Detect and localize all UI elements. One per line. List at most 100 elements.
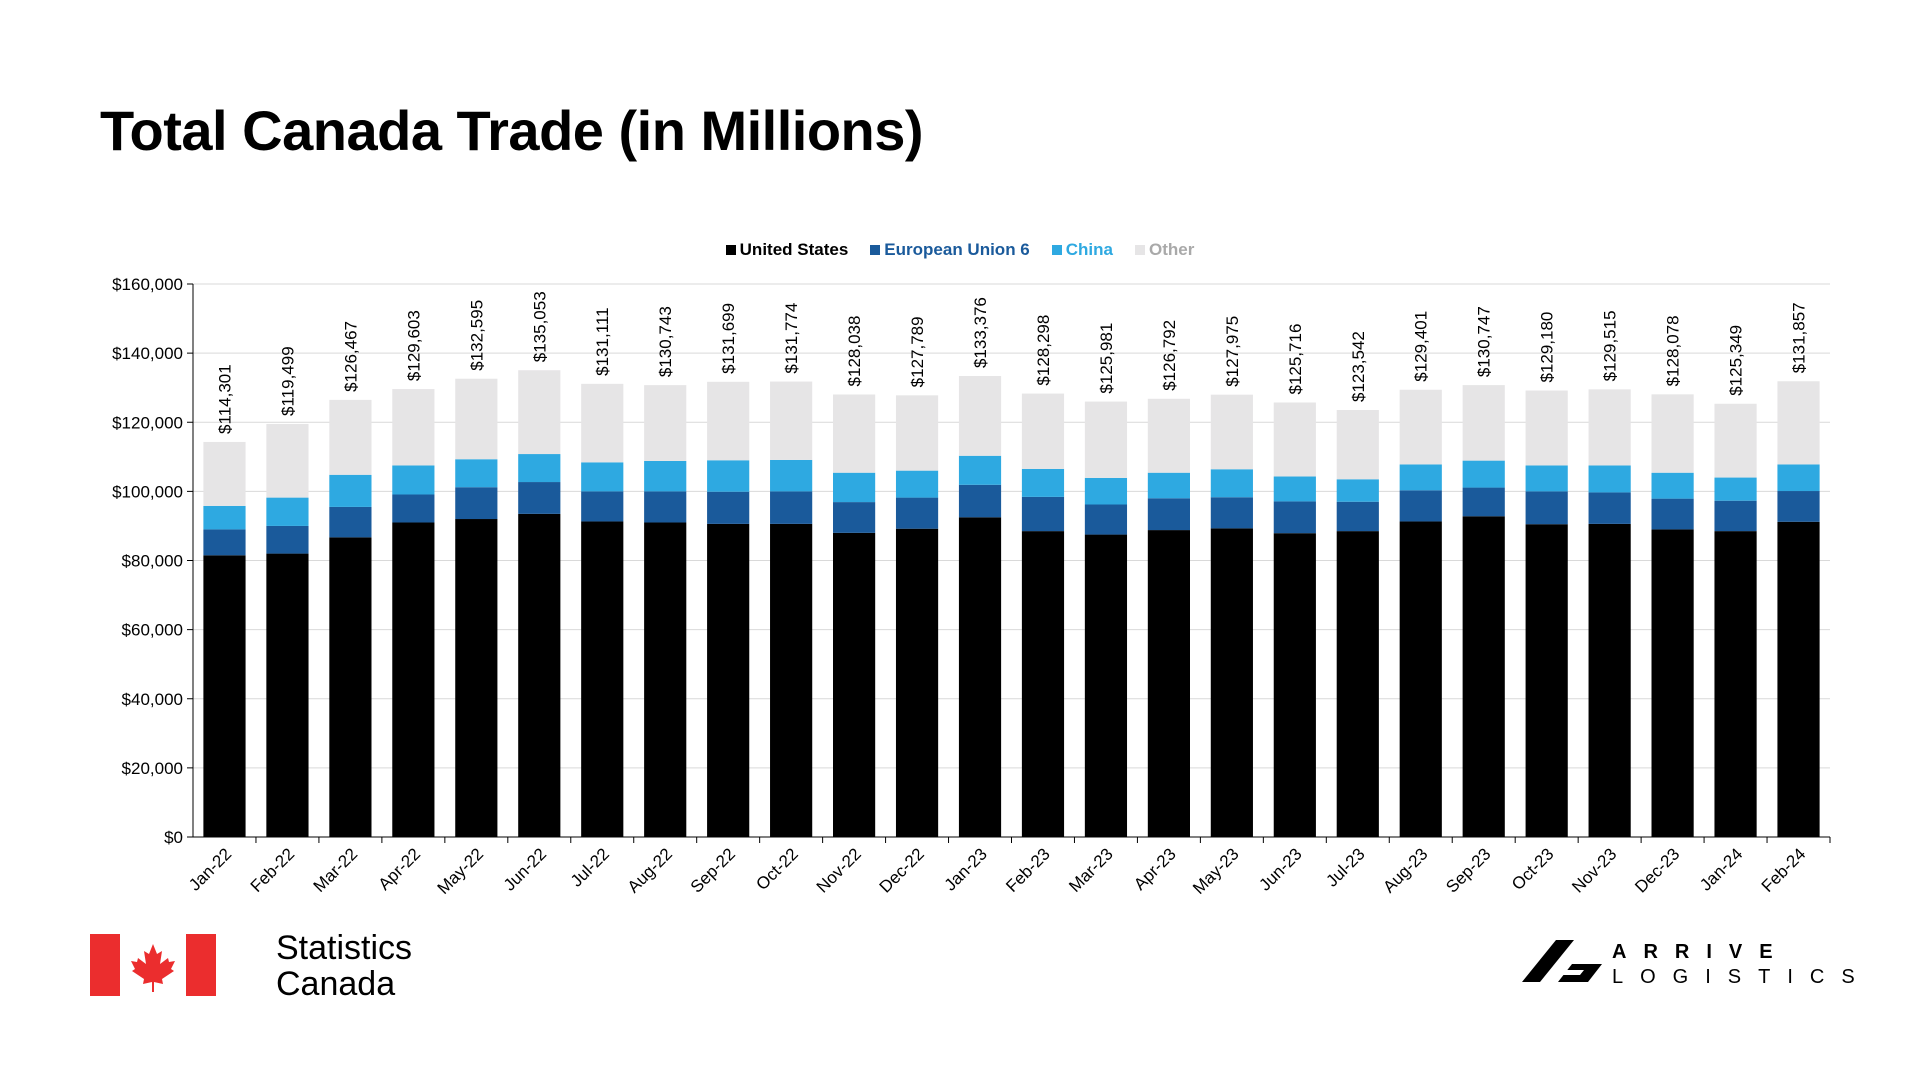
bar-total-label: $114,301	[215, 364, 234, 434]
bar-segment-united-states	[1777, 521, 1820, 837]
statcan-line1: Statistics	[276, 929, 413, 967]
bar-segment-other	[1084, 401, 1128, 478]
bar-segment-other	[1777, 381, 1820, 465]
bar-segment-european-union-6	[1147, 498, 1190, 531]
bar-segment-china	[581, 462, 624, 492]
bar-segment-china	[455, 459, 498, 488]
bar-segment-other	[1021, 393, 1065, 469]
bar-segment-other	[1147, 398, 1190, 473]
x-tick-label: Mar-23	[1065, 844, 1117, 896]
bar-segment-united-states	[392, 522, 435, 837]
legend-label: Other	[1149, 240, 1195, 259]
bar-segment-other	[1210, 394, 1253, 470]
bar-segment-european-union-6	[266, 525, 309, 554]
legend-label: China	[1065, 240, 1113, 259]
bar-total-label: $132,595	[467, 300, 486, 371]
bar-total-label: $131,774	[782, 303, 801, 374]
bar-segment-european-union-6	[833, 502, 876, 533]
bar-segment-european-union-6	[1021, 496, 1065, 532]
y-tick-label: $80,000	[122, 552, 183, 571]
bar-segment-united-states	[895, 528, 939, 837]
x-tick-label: Sep-22	[687, 844, 739, 896]
x-tick-label: Jan-24	[1696, 844, 1746, 894]
y-tick-label: $40,000	[122, 690, 183, 709]
bar-segment-european-union-6	[455, 487, 498, 520]
bar-total-label: $130,743	[656, 306, 675, 377]
x-tick-label: Jul-22	[567, 844, 613, 890]
bar-total-label: $135,053	[530, 291, 549, 362]
bar-segment-china	[266, 497, 309, 526]
bar-segment-china	[1651, 472, 1694, 499]
bar-segment-china	[770, 459, 813, 492]
bar-total-label: $128,038	[845, 316, 864, 387]
x-tick-label: Dec-23	[1631, 844, 1683, 896]
bar-total-label: $119,499	[278, 346, 297, 416]
bar-segment-european-union-6	[1084, 504, 1128, 535]
bar-segment-united-states	[1525, 524, 1568, 837]
bar-segment-other	[455, 378, 498, 460]
bar-segment-china	[958, 455, 1002, 485]
bar-segment-other	[1273, 402, 1316, 477]
bar-total-label: $128,298	[1034, 315, 1053, 386]
page-title: Total Canada Trade (in Millions)	[100, 99, 924, 162]
bar-segment-united-states	[1273, 533, 1316, 837]
bar-segment-united-states	[266, 553, 309, 837]
bar-segment-european-union-6	[1777, 491, 1820, 522]
legend-swatch	[1135, 245, 1145, 255]
legend-label: United States	[739, 240, 849, 259]
x-tick-label: Apr-23	[1130, 844, 1180, 894]
y-tick-label: $120,000	[112, 413, 183, 432]
x-tick-label: Oct-23	[1508, 844, 1558, 894]
bar-segment-european-union-6	[895, 497, 939, 529]
bar-segment-other	[707, 381, 750, 461]
bar-segment-european-union-6	[644, 491, 687, 523]
bar-segment-united-states	[833, 532, 876, 837]
bar-segment-other	[958, 376, 1002, 456]
bar-segment-china	[329, 474, 372, 507]
bar-total-label: $125,716	[1286, 324, 1305, 395]
bar-segment-european-union-6	[581, 491, 624, 522]
bar-segment-european-union-6	[1210, 497, 1253, 529]
bar-segment-european-union-6	[392, 494, 435, 523]
x-tick-label: Apr-22	[375, 844, 425, 894]
bar-segment-united-states	[958, 517, 1002, 837]
bar-segment-european-union-6	[203, 529, 246, 556]
bar-segment-united-states	[1021, 531, 1065, 837]
bar-segment-other	[1714, 403, 1757, 478]
bar-segment-other	[644, 385, 687, 461]
bar-segment-united-states	[329, 537, 372, 837]
bar-segment-other	[203, 441, 246, 506]
bar-segment-european-union-6	[1336, 501, 1379, 532]
bar-total-label: $127,975	[1223, 316, 1242, 387]
bar-total-label: $127,789	[908, 316, 927, 387]
bar-total-label: $129,515	[1601, 310, 1620, 381]
bar-segment-united-states	[1399, 521, 1442, 837]
bar-segment-european-union-6	[1714, 500, 1757, 532]
y-tick-label: $140,000	[112, 344, 183, 363]
bar-segment-china	[707, 460, 750, 492]
x-tick-label: May-22	[434, 844, 488, 898]
bar-segment-united-states	[1336, 531, 1379, 837]
bar-segment-other	[1588, 389, 1631, 466]
bar-segment-other	[770, 381, 813, 460]
bar-total-label: $131,699	[719, 303, 738, 374]
x-tick-label: Oct-22	[752, 844, 802, 894]
bar-segment-united-states	[1462, 516, 1505, 837]
statistics-canada-wordmark: Statistics Canada	[276, 930, 412, 1002]
bar-segment-other	[266, 423, 309, 498]
canada-flag-icon	[90, 934, 216, 996]
bar-total-label: $131,857	[1790, 302, 1809, 373]
bar-segment-other	[392, 389, 435, 466]
bar-total-label: $129,180	[1538, 312, 1557, 383]
bar-segment-china	[203, 505, 246, 530]
bar-segment-united-states	[203, 555, 246, 837]
x-tick-label: Jan-23	[941, 844, 991, 894]
x-tick-label: Jun-23	[1255, 844, 1305, 894]
statcan-line2: Canada	[276, 965, 396, 1003]
legend-item: Other	[1135, 240, 1194, 260]
bar-segment-united-states	[1084, 534, 1128, 837]
bar-segment-european-union-6	[1588, 492, 1631, 524]
bar-total-label: $131,111	[593, 307, 612, 375]
x-tick-label: Sep-23	[1442, 844, 1494, 896]
bar-segment-united-states	[1210, 528, 1253, 837]
